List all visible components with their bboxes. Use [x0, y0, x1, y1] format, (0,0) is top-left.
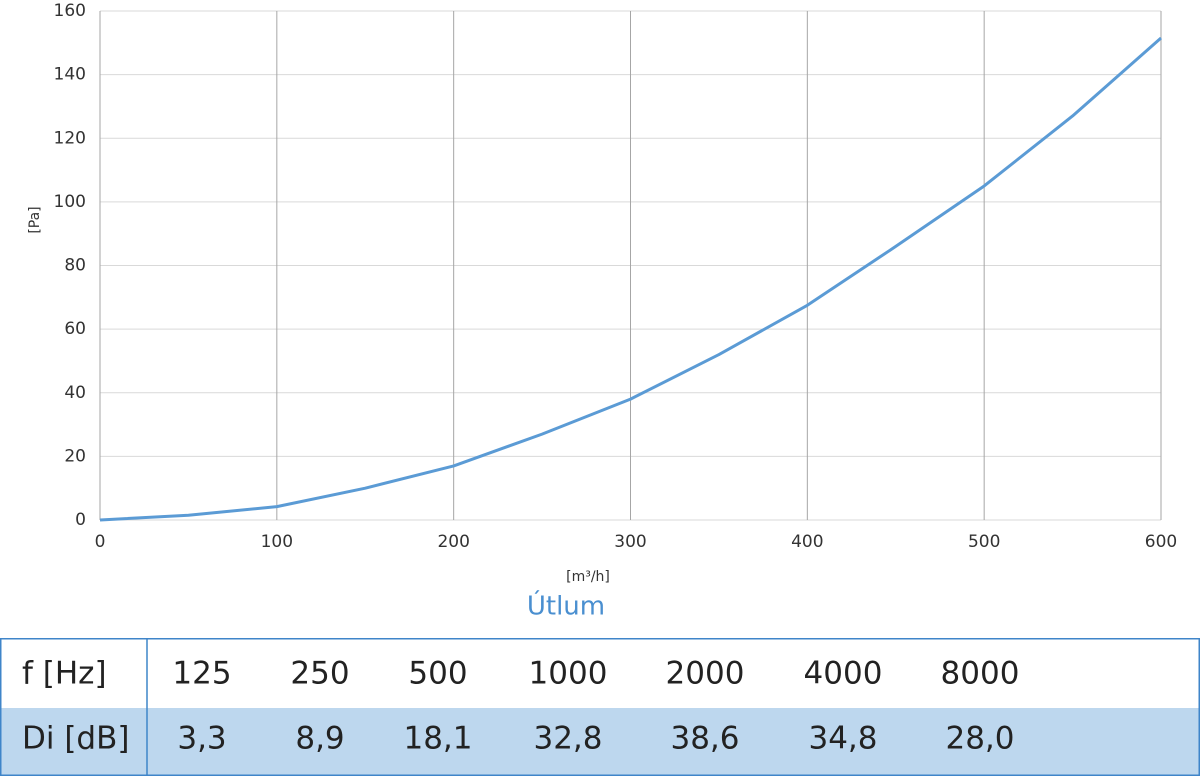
- y-tick-label: 80: [64, 256, 86, 276]
- x-tick-label: 100: [261, 532, 293, 552]
- y-tick-label: 140: [54, 65, 86, 85]
- table-cell: 38,6: [670, 721, 739, 757]
- y-axis-label: [Pa]: [27, 206, 43, 233]
- table-cell: 3,3: [177, 721, 226, 757]
- x-tick-label: 500: [968, 532, 1000, 552]
- y-tick-label: 0: [75, 510, 86, 530]
- table-cell: 1000: [529, 656, 608, 692]
- y-tick-label: 20: [64, 446, 86, 466]
- table-cell: 8000: [941, 656, 1020, 692]
- row-header: f [Hz]: [22, 656, 107, 692]
- y-tick-label: 120: [54, 128, 86, 148]
- table-cell: 34,8: [808, 721, 877, 757]
- y-tick-label: 60: [64, 319, 86, 339]
- x-tick-label: 400: [791, 532, 823, 552]
- y-tick-label: 40: [64, 383, 86, 403]
- x-tick-label: 300: [614, 532, 646, 552]
- table-title: Útlum: [527, 590, 605, 622]
- table-cell: 4000: [804, 656, 883, 692]
- table-cell: 250: [290, 656, 349, 692]
- x-axis-label: [m³/h]: [566, 569, 610, 585]
- table-row-bg: [0, 708, 1200, 776]
- table-cell: 500: [408, 656, 467, 692]
- table-cell: 28,0: [945, 721, 1014, 757]
- table-cell: 18,1: [403, 721, 472, 757]
- x-tick-label: 0: [95, 532, 106, 552]
- table-cell: 8,9: [295, 721, 344, 757]
- x-tick-label: 600: [1145, 532, 1177, 552]
- row-header: Di [dB]: [22, 721, 129, 757]
- table-cell: 2000: [666, 656, 745, 692]
- x-tick-label: 200: [437, 532, 469, 552]
- table-row-bg: [0, 638, 1200, 708]
- y-tick-label: 160: [54, 1, 86, 21]
- table-border: [0, 638, 1200, 776]
- line: [99, 36, 1162, 522]
- table-cell: 32,8: [533, 721, 602, 757]
- y-tick-label: 100: [54, 192, 86, 212]
- table-cell: 125: [172, 656, 231, 692]
